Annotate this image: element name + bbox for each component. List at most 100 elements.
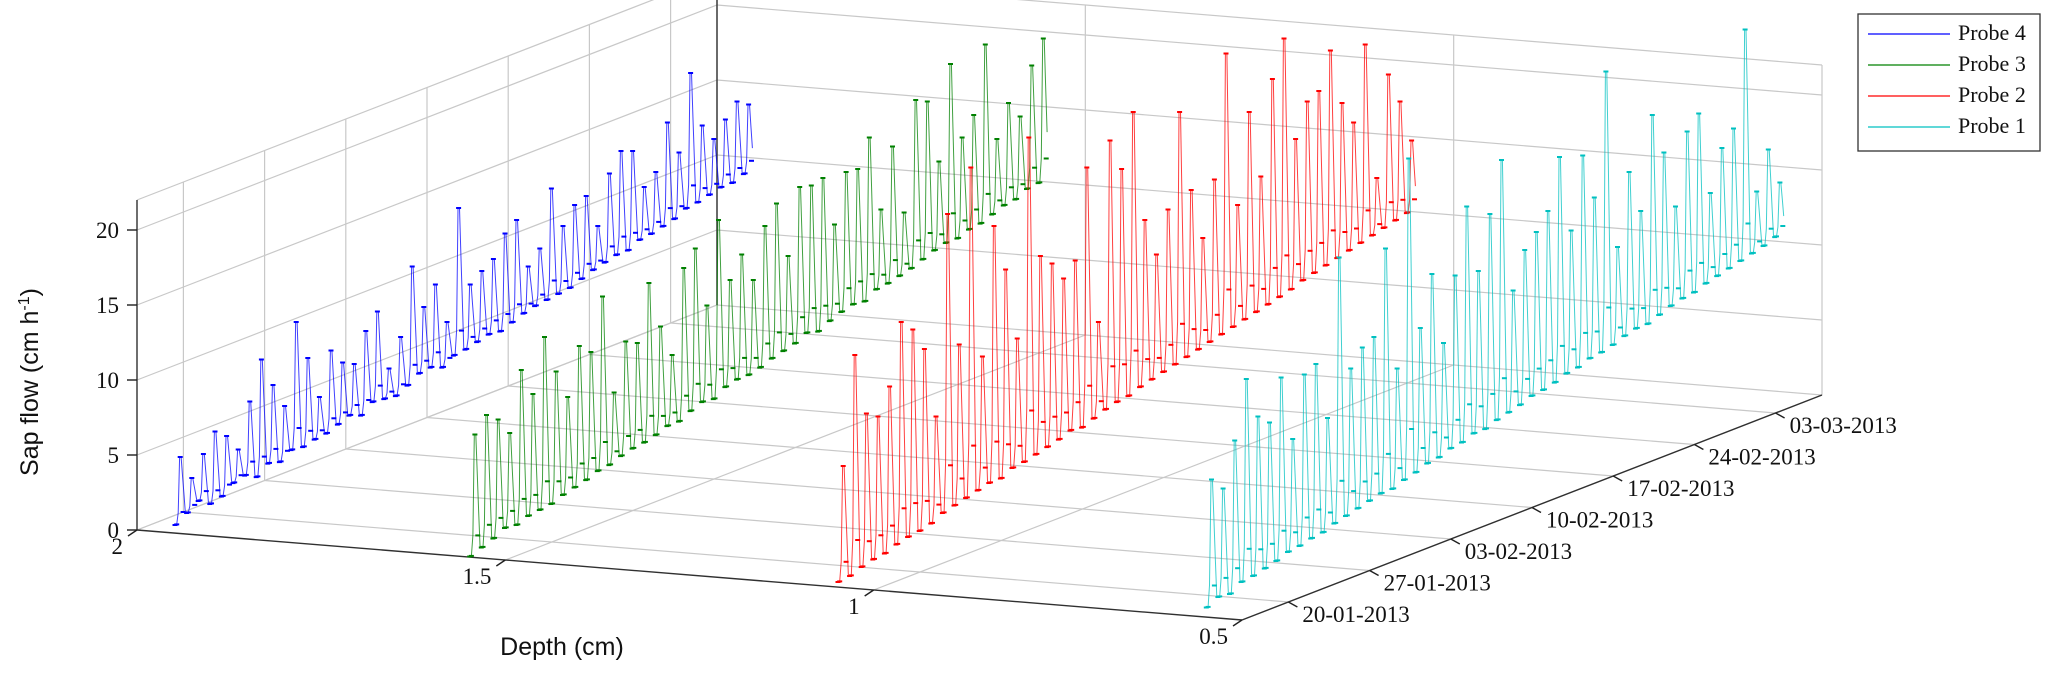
data-point bbox=[267, 461, 272, 464]
data-point bbox=[855, 539, 861, 541]
data-point bbox=[1084, 166, 1090, 169]
data-point bbox=[1022, 460, 1028, 463]
data-point bbox=[1208, 340, 1214, 343]
data-point bbox=[1145, 358, 1151, 361]
data-point bbox=[255, 475, 261, 478]
grid-line-date-floor-5 bbox=[589, 353, 1695, 446]
data-point bbox=[1568, 229, 1574, 232]
data-point bbox=[429, 365, 435, 368]
data-point bbox=[762, 225, 768, 227]
data-point bbox=[591, 268, 597, 271]
depth-tick-0 bbox=[127, 529, 138, 537]
date-tick-0 bbox=[1288, 601, 1298, 608]
data-point bbox=[1757, 240, 1763, 243]
data-point bbox=[290, 448, 296, 451]
date-tick-label-1: 27-01-2013 bbox=[1384, 571, 1491, 596]
data-point bbox=[406, 383, 412, 386]
date-tick-label-6: 03-03-2013 bbox=[1790, 413, 1897, 438]
date-tick-label-2: 03-02-2013 bbox=[1465, 539, 1572, 564]
data-point bbox=[1203, 329, 1209, 331]
data-point bbox=[848, 574, 854, 577]
data-point bbox=[1684, 130, 1690, 133]
data-point bbox=[498, 516, 504, 519]
data-point bbox=[788, 332, 794, 335]
data-point bbox=[1006, 102, 1011, 104]
data-point bbox=[1417, 327, 1423, 329]
depth-tick-1 bbox=[495, 559, 506, 567]
data-point bbox=[493, 319, 499, 322]
date-tick-3 bbox=[1531, 506, 1542, 514]
data-point bbox=[1780, 225, 1786, 227]
data-point bbox=[994, 440, 1000, 443]
data-point bbox=[1127, 394, 1133, 397]
data-point bbox=[1525, 377, 1531, 380]
data-point bbox=[502, 232, 508, 235]
data-point bbox=[1226, 288, 1232, 291]
data-point bbox=[331, 417, 337, 420]
data-point bbox=[898, 321, 904, 323]
data-point bbox=[631, 446, 637, 449]
data-point bbox=[545, 298, 551, 301]
data-point bbox=[742, 356, 748, 359]
data-point bbox=[319, 429, 325, 432]
data-point bbox=[618, 150, 624, 152]
data-point bbox=[673, 217, 678, 220]
data-point bbox=[950, 212, 956, 215]
data-point bbox=[913, 99, 919, 101]
data-point bbox=[1394, 218, 1399, 221]
data-point bbox=[676, 151, 682, 154]
data-point bbox=[851, 302, 857, 305]
data-point bbox=[1409, 428, 1415, 430]
data-point bbox=[927, 232, 933, 234]
data-point bbox=[1397, 467, 1403, 470]
data-point bbox=[731, 181, 736, 184]
data-point bbox=[735, 377, 741, 380]
data-point bbox=[1379, 491, 1385, 494]
data-point bbox=[1557, 156, 1562, 158]
data-point bbox=[1008, 186, 1014, 189]
data-point bbox=[1243, 378, 1249, 380]
data-point bbox=[956, 236, 962, 239]
data-point bbox=[573, 485, 579, 488]
data-point bbox=[470, 335, 476, 338]
data-point bbox=[598, 259, 604, 262]
data-point bbox=[1533, 231, 1539, 233]
series-layer bbox=[172, 28, 1786, 609]
data-point bbox=[742, 172, 748, 175]
data-point bbox=[197, 499, 203, 502]
data-point bbox=[765, 342, 771, 345]
data-point bbox=[1727, 266, 1733, 269]
data-point bbox=[203, 490, 209, 493]
data-point bbox=[1098, 400, 1104, 403]
data-point bbox=[609, 245, 615, 248]
data-point bbox=[1026, 136, 1032, 139]
data-point bbox=[1261, 287, 1267, 290]
data-point bbox=[1080, 425, 1086, 428]
data-point bbox=[495, 418, 501, 421]
data-point bbox=[1359, 346, 1365, 349]
data-point bbox=[811, 307, 817, 310]
data-point bbox=[1362, 480, 1368, 483]
data-point bbox=[459, 329, 464, 332]
data-point bbox=[623, 340, 629, 343]
data-point bbox=[1296, 263, 1301, 266]
data-point bbox=[412, 363, 418, 366]
data-point bbox=[1153, 253, 1159, 256]
grid-line-top bbox=[136, 0, 1823, 201]
data-point bbox=[700, 400, 706, 403]
data-point bbox=[1641, 307, 1647, 310]
data-point bbox=[1286, 550, 1292, 553]
data-point bbox=[1258, 548, 1264, 551]
data-point bbox=[537, 247, 543, 250]
data-point bbox=[664, 121, 670, 124]
data-point bbox=[719, 185, 725, 188]
y-tick-label-3: 15 bbox=[96, 293, 119, 318]
data-point bbox=[526, 514, 532, 517]
data-point bbox=[1351, 121, 1357, 124]
data-point bbox=[591, 457, 597, 459]
data-point bbox=[1032, 166, 1038, 169]
data-point bbox=[948, 63, 953, 65]
data-point bbox=[916, 239, 922, 242]
data-point bbox=[921, 348, 927, 350]
data-point bbox=[1142, 219, 1148, 221]
